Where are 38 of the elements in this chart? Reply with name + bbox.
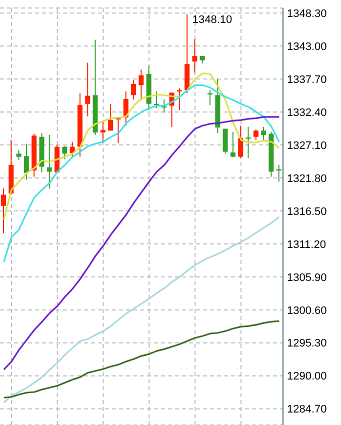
y-tick-label: 1327.10 <box>287 140 327 152</box>
line-series <box>3 216 280 404</box>
candlestick <box>46 134 52 189</box>
candlestick <box>16 149 22 160</box>
y-tick-label: 1316.50 <box>287 206 327 218</box>
candlestick <box>276 164 282 182</box>
candlestick <box>238 125 244 158</box>
y-tick-label: 1343.00 <box>287 40 327 53</box>
candlestick <box>62 146 68 160</box>
y-tick-label: 1337.70 <box>287 74 327 86</box>
y-tick-label: 1321.80 <box>287 172 327 185</box>
y-tick-label: 1311.20 <box>287 238 326 251</box>
candlestick <box>222 128 228 154</box>
candlestick <box>131 80 136 100</box>
candlestick <box>261 126 266 140</box>
y-tick-label: 1290.00 <box>287 370 327 383</box>
candlestick <box>116 118 121 144</box>
y-tick-label: 1348.30 <box>287 8 327 20</box>
candlestick <box>100 120 106 144</box>
candlestick <box>85 62 90 117</box>
candlestick <box>24 143 29 180</box>
y-tick-label: 1295.30 <box>287 338 327 350</box>
candlestick <box>192 38 198 74</box>
candlestick <box>176 88 182 111</box>
candlestick <box>230 131 236 158</box>
candlestick <box>253 128 258 140</box>
y-tick-label: 1332.40 <box>287 106 327 119</box>
line-series <box>3 72 280 220</box>
line-series <box>3 84 280 263</box>
y-tick-label: 1284.70 <box>287 404 327 416</box>
line-series <box>3 116 280 370</box>
line-series <box>3 320 280 398</box>
candlestick <box>1 188 6 234</box>
y-tick-label: 1305.90 <box>287 272 327 284</box>
y-tick-label: 1300.60 <box>287 304 327 317</box>
annotation: 1348.10 <box>192 14 232 26</box>
candlestick <box>138 69 144 101</box>
candlestick <box>108 103 114 132</box>
